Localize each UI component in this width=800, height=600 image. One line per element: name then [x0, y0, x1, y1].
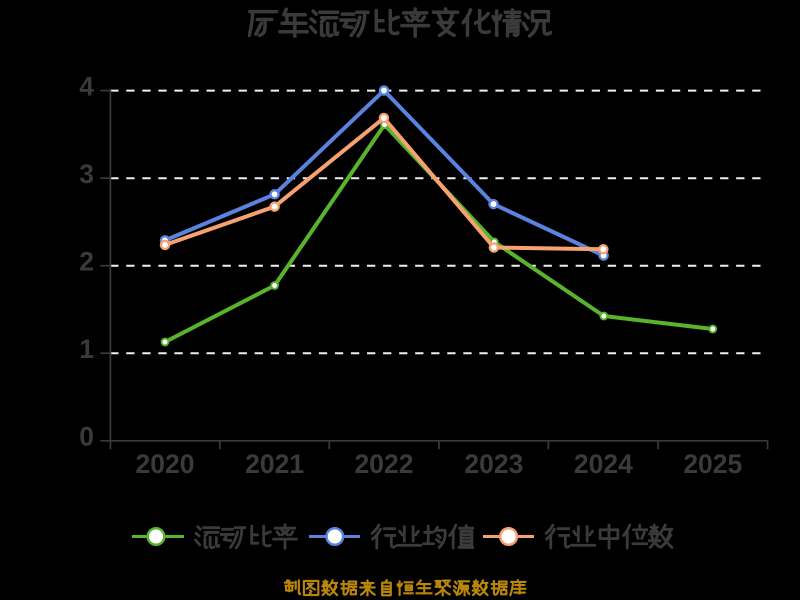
svg-text:3: 3	[79, 159, 94, 189]
svg-text:2024: 2024	[574, 449, 633, 479]
svg-text:2021: 2021	[245, 449, 304, 479]
svg-text:2023: 2023	[464, 449, 523, 479]
svg-text:4: 4	[79, 72, 94, 102]
svg-text:2020: 2020	[136, 449, 195, 479]
svg-text:2025: 2025	[683, 449, 742, 479]
svg-text:2: 2	[79, 247, 94, 277]
svg-text:0: 0	[79, 422, 94, 452]
svg-text:1: 1	[79, 334, 94, 364]
svg-text:2022: 2022	[355, 449, 414, 479]
